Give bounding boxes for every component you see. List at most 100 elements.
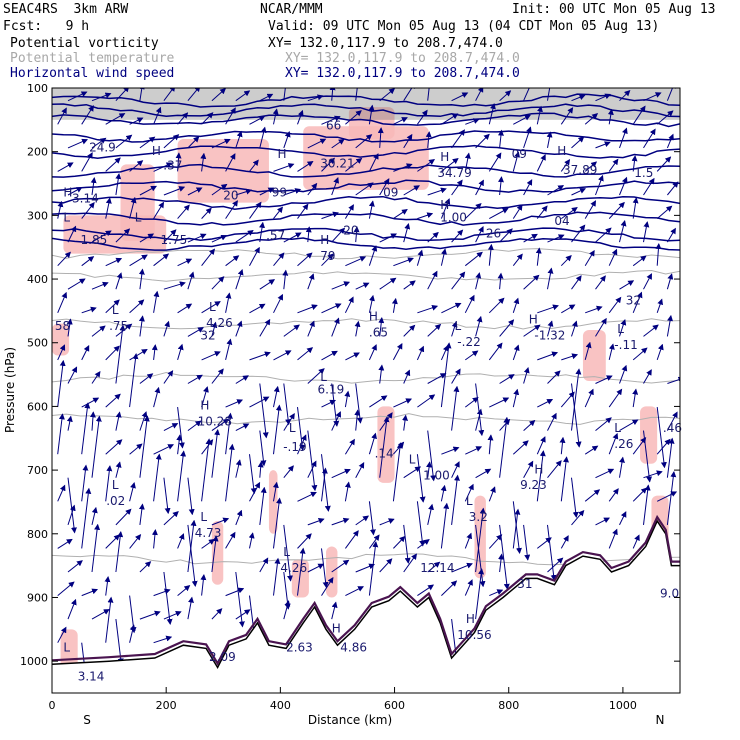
wind-vector	[643, 92, 662, 102]
wind-vector	[235, 188, 253, 196]
wind-vector	[129, 299, 145, 314]
model-label: SEAC4RS 3km ARW	[3, 2, 129, 17]
x-tick-label: 0	[49, 699, 56, 712]
y-tick-label: 400	[27, 273, 48, 286]
wind-vector	[259, 279, 276, 290]
x-tick-label: 400	[270, 699, 291, 712]
wind-vector	[403, 185, 420, 196]
wind-vector	[163, 477, 171, 515]
wind-vector	[163, 88, 176, 101]
wind-vector	[283, 188, 302, 196]
wind-vector	[595, 317, 607, 337]
wind-vector	[547, 185, 565, 196]
wind-vector	[584, 161, 598, 172]
field-value-label: 37.89	[563, 163, 597, 177]
wind-vector	[368, 432, 377, 455]
wind-vector	[344, 390, 351, 408]
wind-vector	[595, 93, 612, 102]
field-value-label: -1.32	[534, 329, 565, 343]
extremum-marker-label: L	[112, 303, 119, 317]
wind-vector	[547, 524, 557, 581]
extremum-marker-label: H	[332, 622, 341, 636]
wind-vector	[153, 162, 173, 172]
wind-vector	[440, 484, 447, 502]
wind-vector	[416, 454, 426, 503]
wind-speed-contour	[52, 227, 680, 242]
field-value-label: 2.63	[286, 641, 313, 655]
field-name-pv: Potential vorticity	[10, 36, 159, 51]
wind-vector	[187, 374, 203, 384]
wind-vector	[259, 187, 275, 196]
wind-vector	[211, 88, 227, 102]
wind-vector	[379, 558, 393, 573]
wind-vector	[571, 275, 582, 290]
wind-vector	[643, 221, 650, 243]
field-value-label: 34.79	[437, 166, 471, 180]
wind-vector	[235, 423, 250, 432]
wind-vector	[139, 561, 152, 573]
wind-vector	[416, 345, 425, 361]
wind-vector	[297, 434, 307, 455]
wind-vector	[67, 187, 83, 196]
wind-vector	[129, 482, 136, 502]
wind-vector	[571, 224, 586, 243]
wind-vector	[235, 268, 244, 290]
wind-vector	[297, 304, 318, 314]
wind-vector	[561, 304, 576, 314]
wind-vector	[177, 112, 189, 125]
field-name-theta: Potential temperature	[10, 51, 175, 66]
wind-vector	[512, 297, 520, 313]
wind-vector	[512, 440, 529, 455]
wind-vector	[355, 563, 376, 573]
wind-vector	[451, 179, 463, 196]
field-value-label: 12.14	[420, 561, 454, 575]
field-value-label: .26	[614, 437, 633, 451]
wind-vector	[488, 152, 502, 172]
wind-vector	[81, 152, 93, 172]
wind-vector	[249, 481, 261, 502]
wind-vector	[153, 635, 173, 644]
wind-vector	[560, 391, 575, 408]
wind-vector	[331, 468, 351, 479]
field-value-label: 1.00	[440, 211, 467, 225]
wind-vector	[487, 243, 494, 266]
wind-vector	[355, 383, 363, 424]
wind-vector	[105, 534, 120, 549]
wind-vector	[547, 88, 551, 101]
wind-vector	[67, 598, 77, 620]
wind-vector	[211, 368, 224, 384]
wind-vector	[331, 601, 338, 620]
wind-vector	[177, 343, 184, 361]
wind-vector	[584, 489, 601, 502]
wind-vector	[643, 470, 663, 479]
wind-vector	[211, 608, 223, 620]
theta-contour-line	[52, 371, 680, 384]
wind-vector	[187, 420, 202, 432]
wind-vector	[475, 568, 485, 620]
wind-vector	[249, 351, 271, 361]
wind-vector	[321, 157, 336, 172]
wind-vector	[187, 519, 197, 573]
wind-vector	[259, 126, 267, 149]
wind-vector	[441, 302, 462, 314]
y-tick-label: 500	[27, 337, 48, 350]
extremum-marker-label: H	[369, 309, 378, 323]
field-value-label: 2.09	[209, 650, 236, 664]
wind-vector	[523, 233, 538, 243]
wind-vector	[537, 351, 559, 361]
wind-vector	[498, 553, 505, 573]
wind-vector	[666, 437, 675, 478]
wind-vector	[451, 129, 465, 149]
wind-vector	[273, 252, 285, 267]
wind-vector	[249, 396, 270, 408]
wind-vector	[547, 460, 562, 479]
wind-vector	[163, 281, 186, 290]
wind-vector	[273, 293, 283, 314]
wind-vector	[656, 438, 671, 455]
wind-vector	[115, 228, 131, 243]
wind-vector	[176, 434, 183, 455]
wind-vector	[475, 468, 492, 479]
wind-vector	[368, 534, 380, 549]
field-name-wind: Horizontal wind speed	[10, 66, 175, 81]
wind-vector	[235, 459, 242, 478]
